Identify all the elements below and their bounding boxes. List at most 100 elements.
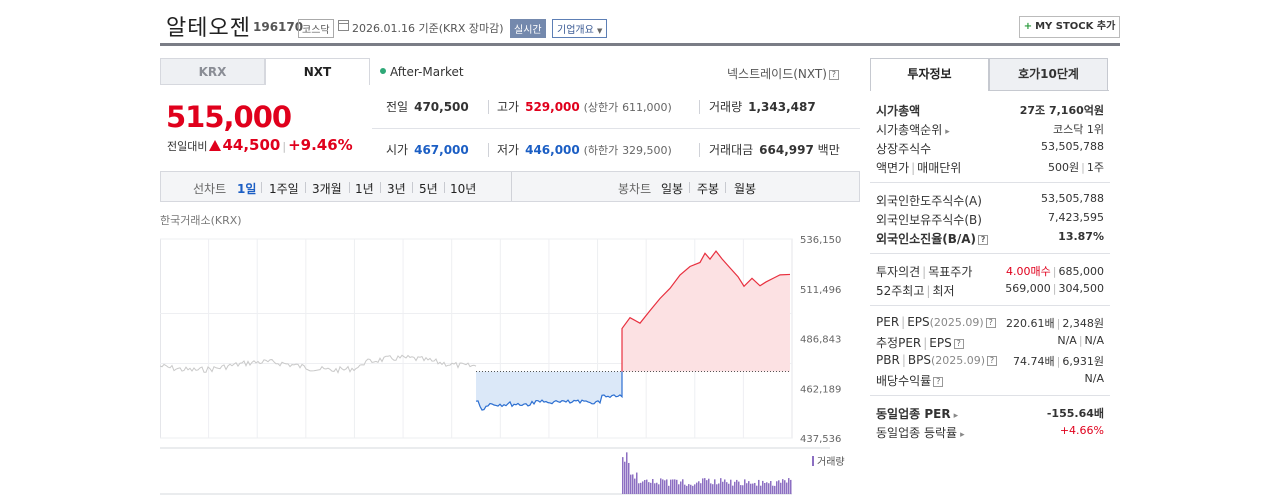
chevron-right-icon: ▸ xyxy=(945,127,950,137)
volume-bar xyxy=(756,485,758,494)
y-tick-label: 536,150 xyxy=(800,235,841,246)
volume-legend-swatch xyxy=(812,456,814,466)
volume-bar xyxy=(712,484,714,494)
volume-bar xyxy=(770,480,772,494)
volume-bar xyxy=(676,479,678,494)
volume-bar xyxy=(718,483,720,494)
tab-nxt[interactable]: NXT xyxy=(265,58,370,85)
volume-bar xyxy=(726,482,728,494)
period-10y[interactable]: 10년 xyxy=(450,182,477,196)
volume-bar xyxy=(658,484,660,494)
volume-bar xyxy=(646,479,648,494)
help-icon[interactable]: ? xyxy=(978,235,989,245)
volume-bar xyxy=(768,483,770,494)
tab-orderbook[interactable]: 호가10단계 xyxy=(989,58,1108,91)
volume-bar xyxy=(642,481,644,494)
help-icon[interactable]: ? xyxy=(933,377,944,387)
volume-bar xyxy=(680,481,682,494)
candle-chart-label[interactable]: 봉차트 xyxy=(618,182,652,196)
volume-bar xyxy=(668,485,670,494)
volume-bar xyxy=(664,480,666,494)
volume-bar xyxy=(772,485,774,494)
sector-per-row[interactable]: 동일업종 PER ▸ -155.64배 xyxy=(876,407,1104,421)
volume-bar xyxy=(760,485,762,494)
period-1w[interactable]: 1주일 xyxy=(269,182,299,196)
candle-daily[interactable]: 일봉 xyxy=(661,182,684,196)
period-3m[interactable]: 3개월 xyxy=(312,182,342,196)
volume-bar xyxy=(708,478,710,494)
price-line-up xyxy=(621,250,791,372)
per-eps-row: PER | EPS(2025.09)? 220.61배 | 2,348원 xyxy=(876,315,1104,330)
volume-bar xyxy=(690,484,692,494)
volume-bar xyxy=(636,472,638,494)
volume-bar xyxy=(736,479,738,494)
period-1d[interactable]: 1일 xyxy=(237,182,257,196)
volume-bar xyxy=(628,462,630,494)
foreign-ratio-row: 외국인소진율(B/A)? 13.87% xyxy=(876,230,1104,246)
tab-investment-info[interactable]: 투자정보 xyxy=(870,58,989,91)
volume-bar xyxy=(744,479,746,494)
volume-bar xyxy=(714,479,716,494)
market-cap-rank-row[interactable]: 시가총액순위 ▸ 코스닥 1위 xyxy=(876,123,1104,137)
tab-krx[interactable]: KRX xyxy=(160,58,265,85)
help-icon[interactable]: ? xyxy=(985,318,996,328)
volume-bar xyxy=(724,479,726,494)
volume-bar xyxy=(694,484,696,494)
volume-legend-label: 거래량 xyxy=(817,456,845,468)
volume-bar xyxy=(710,483,712,494)
company-info-dropdown[interactable]: 기업개요 ▼ xyxy=(552,19,608,38)
sector-rate-row[interactable]: 동일업종 등락률 ▸ +4.66% xyxy=(876,424,1104,440)
volume-bar xyxy=(764,483,766,494)
quote-date: 2026.01.16 기준(KRX 장마감) xyxy=(352,22,504,35)
add-mystock-button[interactable]: + MY STOCK 추가 xyxy=(1019,16,1120,38)
y-tick-label: 486,843 xyxy=(800,335,841,346)
volume-bar xyxy=(730,479,732,494)
est-per-row: 추정PER | EPS? N/A | N/A xyxy=(876,334,1104,350)
chart-toolbar: 선차트 1일 1주일 3개월 1년 3년 5년 10년 봉차트 일봉 주봉 월봉 xyxy=(160,171,860,202)
week52-row: 52주최고 | 최저 569,000 | 304,500 xyxy=(876,282,1104,298)
y-tick-label: 462,189 xyxy=(800,384,841,395)
volume-bar xyxy=(700,483,702,494)
volume-bar xyxy=(732,485,734,494)
quote-grid: 전일 470,500 고가 529,000 (상한가 611,000) 거래량 1,3… xyxy=(372,86,860,170)
volume-bar xyxy=(696,482,698,494)
volume-bar xyxy=(674,479,676,494)
volume-bar xyxy=(662,479,664,494)
volume-bar xyxy=(670,479,672,494)
period-5y[interactable]: 5년 xyxy=(419,182,438,196)
plus-icon: + xyxy=(1023,21,1033,32)
volume-bar xyxy=(746,483,748,494)
candle-monthly[interactable]: 월봉 xyxy=(734,182,757,196)
calendar-icon xyxy=(338,20,349,31)
period-1y[interactable]: 1년 xyxy=(355,182,374,196)
up-arrow-icon xyxy=(209,140,222,151)
volume-bar xyxy=(762,480,764,494)
volume-bar xyxy=(788,478,790,494)
volume-bar xyxy=(652,478,654,494)
volume-bar xyxy=(626,452,628,494)
volume-bar xyxy=(654,483,656,494)
help-icon[interactable]: ? xyxy=(987,356,998,366)
foreign-hold-row: 외국인보유주식수(B) 7,423,595 xyxy=(876,211,1104,227)
help-icon[interactable]: ? xyxy=(953,339,964,349)
chevron-down-icon: ▼ xyxy=(597,27,603,35)
stock-header: 알테오젠 196170 코스닥 2026.01.16 기준(KRX 장마감) 실… xyxy=(160,0,1120,46)
volume-bar xyxy=(640,482,642,494)
volume-bar xyxy=(688,484,690,494)
line-chart-label[interactable]: 선차트 xyxy=(193,182,227,196)
volume-bar xyxy=(682,479,684,494)
status-dot-icon xyxy=(380,68,386,74)
nxt-label: 넥스트레이드(NXT)? xyxy=(727,65,839,82)
help-icon[interactable]: ? xyxy=(828,70,839,80)
volume-bar xyxy=(778,480,780,494)
realtime-button[interactable]: 실시간 xyxy=(510,19,546,38)
volume-bar xyxy=(660,478,662,494)
period-3y[interactable]: 3년 xyxy=(387,182,406,196)
volume-bar xyxy=(722,481,724,494)
volume-bar xyxy=(698,481,700,494)
intraday-chart[interactable]: 536,150 511,496 486,843 462,189 437,536 거래량 xyxy=(160,226,860,500)
volume-bar xyxy=(776,481,778,494)
chart-source: 한국거래소(KRX) xyxy=(160,214,242,227)
par-value-row: 액면가 | 매매단위 500원 | 1주 xyxy=(876,161,1104,175)
candle-weekly[interactable]: 주봉 xyxy=(697,182,720,196)
